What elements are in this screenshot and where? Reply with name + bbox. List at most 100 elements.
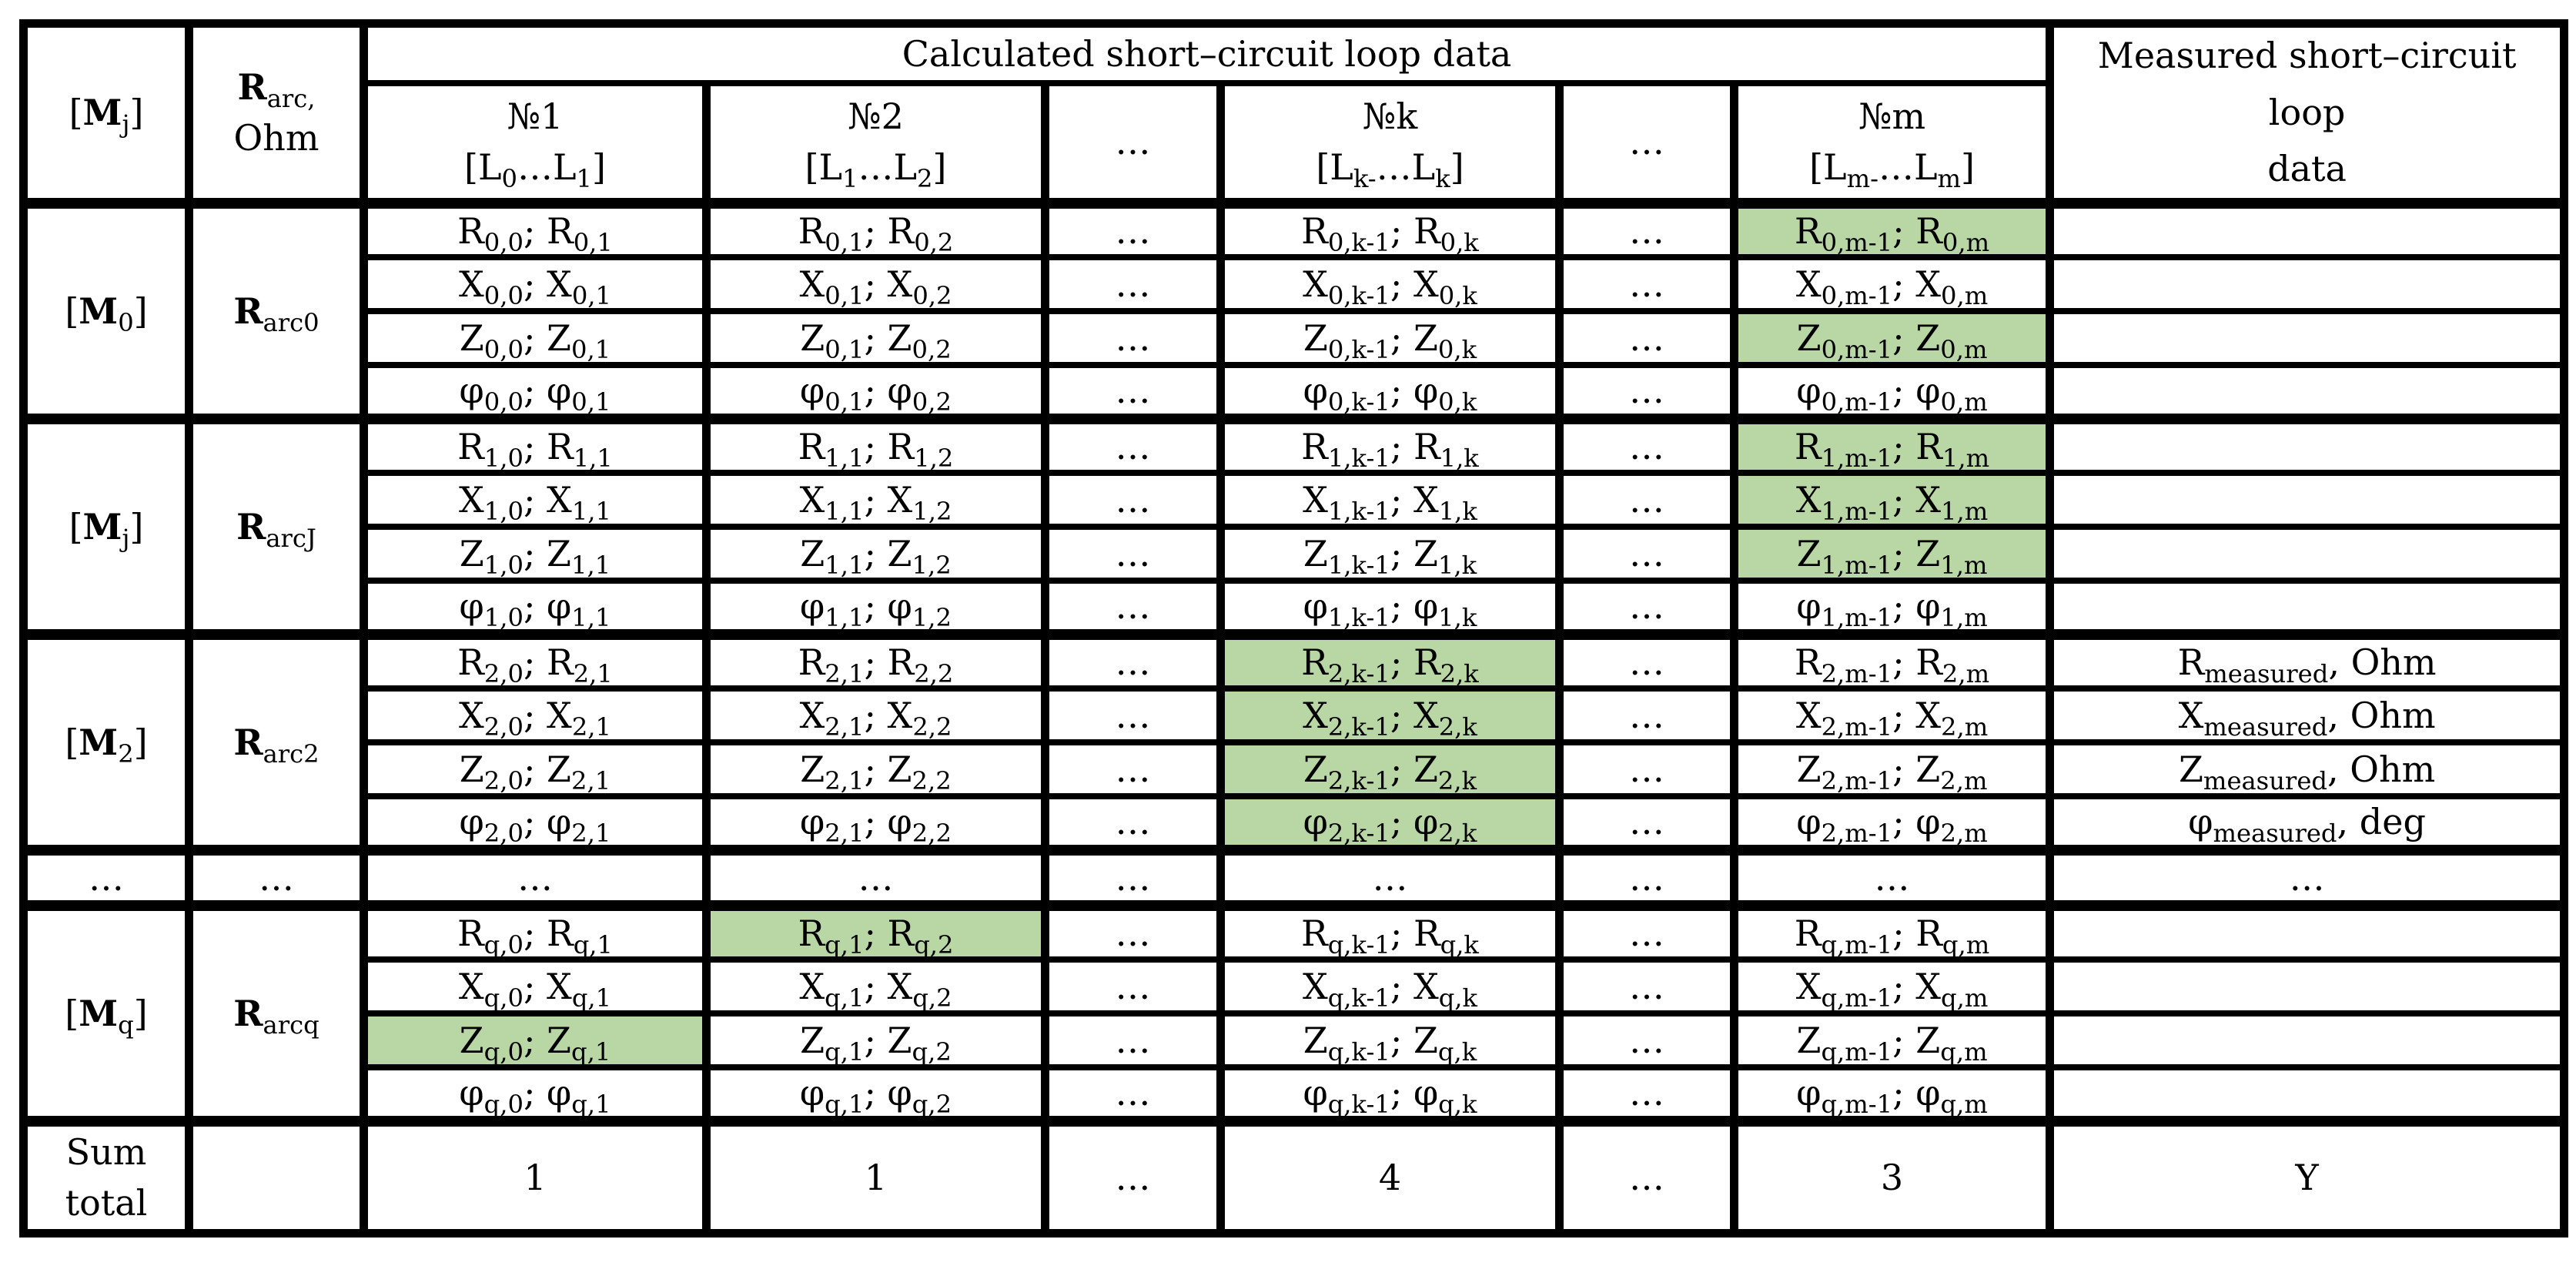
data-cell: φ0,1; φ0,2 bbox=[702, 361, 1049, 422]
sum-value: 1 bbox=[360, 1115, 711, 1237]
table-row: [Mj] RarcJ R1,0; R1,1 R1,1; R1,2 … R1,k-… bbox=[19, 413, 2569, 638]
data-cell: X0,1; X0,2 bbox=[702, 253, 1049, 314]
data-cell: R0,k-1; R0,k bbox=[1216, 197, 1564, 260]
data-cell: Xq,k-1; Xq,k bbox=[1216, 956, 1564, 1016]
table-row: [M2] Rarc2 R2,0; R2,1 R2,1; R2,2 … R2,k-… bbox=[19, 628, 2569, 853]
data-cell: R1,0; R1,1 bbox=[360, 413, 711, 476]
data-cell: φ0,k-1; φ0,k bbox=[1216, 361, 1564, 422]
data-cell: … bbox=[1041, 469, 1225, 530]
data-cell: … bbox=[1041, 413, 1225, 476]
data-cell: … bbox=[1555, 253, 1738, 314]
data-cell: φ0,m-1; φ0,m bbox=[1729, 361, 2055, 422]
data-cell: … bbox=[1555, 413, 1738, 476]
table-row: φ2,0; φ2,1 φ2,1; φ2,2 … φ2,k-1; φ2,k … φ… bbox=[24, 792, 2569, 853]
dots-cell: … bbox=[185, 844, 368, 909]
data-cell: R2,1; R2,2 bbox=[702, 628, 1049, 692]
data-cell: R1,k-1; R1,k bbox=[1216, 413, 1564, 476]
table-row: φq,0; φq,1 φq,1; φq,2 … φq,k-1; φq,k … φ… bbox=[24, 1063, 2569, 1124]
data-cell: φ0,0; φ0,1 bbox=[360, 361, 711, 422]
data-cell: φq,0; φq,1 bbox=[360, 1063, 711, 1124]
data-cell: … bbox=[1555, 361, 1738, 422]
data-cell: … bbox=[1041, 792, 1225, 853]
sum-value: 1 bbox=[702, 1115, 1049, 1237]
measured-cell bbox=[2046, 1063, 2569, 1124]
data-cell: Z2,1; Z2,2 bbox=[702, 738, 1049, 799]
data-cell: … bbox=[1555, 792, 1738, 853]
table-row: φ1,0; φ1,1 φ1,1; φ1,2 … φ1,k-1; φ1,k … φ… bbox=[24, 577, 2569, 638]
data-cell: φq,m-1; φq,m bbox=[1729, 1063, 2055, 1124]
calculated-data-header: Calculated short–circuit loop data bbox=[359, 20, 2055, 87]
dots-cell: … bbox=[19, 844, 193, 909]
data-cell: Rq,k-1; Rq,k bbox=[1216, 899, 1564, 963]
data-cell: Xq,m-1; Xq,m bbox=[1729, 956, 2055, 1016]
loop-header-k: №k [Lk-…Lk] bbox=[1216, 80, 1564, 209]
data-cell: … bbox=[1041, 956, 1225, 1016]
measured-cell bbox=[2046, 197, 2569, 260]
data-cell: X2,0; X2,1 bbox=[360, 685, 711, 745]
table-row: φ0,0; φ0,1 φ0,1; φ0,2 … φ0,k-1; φ0,k … φ… bbox=[24, 361, 2569, 422]
data-cell: Zq,m-1; Zq,m bbox=[1729, 1010, 2055, 1070]
data-cell: Z1,0; Z1,1 bbox=[360, 523, 711, 584]
data-cell: … bbox=[1041, 197, 1225, 260]
data-cell: R2,m-1; R2,m bbox=[1729, 628, 2055, 692]
data-cell: φ1,0; φ1,1 bbox=[360, 577, 711, 638]
data-cell: … bbox=[1041, 253, 1225, 314]
data-cell: Xq,1; Xq,2 bbox=[702, 956, 1049, 1016]
data-cell: … bbox=[1041, 361, 1225, 422]
loop-header-2: №2 [L1…L2] bbox=[702, 80, 1049, 209]
table-row: №1 [L0…L1] №2 [L1…L2] … №k [Lk-…Lk] … №m [Lm… bbox=[24, 80, 2564, 209]
data-cell: R0,0; R0,1 bbox=[360, 197, 711, 260]
data-cell: Zq,1; Zq,2 bbox=[702, 1010, 1049, 1070]
table-row: X2,0; X2,1 X2,1; X2,2 … X2,k-1; X2,k … X… bbox=[24, 685, 2569, 745]
measured-cell bbox=[2046, 469, 2569, 530]
corner-header-mj: [Mj] bbox=[19, 20, 193, 206]
measured-cell bbox=[2046, 361, 2569, 422]
sum-value: 4 bbox=[1216, 1115, 1564, 1237]
data-cell: … bbox=[1555, 523, 1738, 584]
data-cell: X1,1; X1,2 bbox=[702, 469, 1049, 530]
sum-value: 3 bbox=[1729, 1115, 2055, 1237]
table-row: [Mq] Rarcq Rq,0; Rq,1 Rq,1; Rq,2 … Rq,k-… bbox=[19, 899, 2569, 1124]
dots-cell: … bbox=[702, 844, 1049, 909]
sum-value: … bbox=[1041, 1115, 1225, 1237]
data-cell: Xq,0; Xq,1 bbox=[360, 956, 711, 1016]
table-row: Xq,0; Xq,1 Xq,1; Xq,2 … Xq,k-1; Xq,k … X… bbox=[24, 956, 2569, 1016]
data-cell: … bbox=[1041, 685, 1225, 745]
data-cell: Rq,1; Rq,2 bbox=[702, 899, 1049, 963]
data-cell: X0,m-1; X0,m bbox=[1729, 253, 2055, 314]
data-cell: … bbox=[1555, 685, 1738, 745]
data-cell: … bbox=[1555, 197, 1738, 260]
measured-data-header: Measured short–circuit loop data bbox=[2046, 20, 2569, 206]
measured-cell bbox=[2046, 307, 2569, 368]
dots-cell: … bbox=[1216, 844, 1564, 909]
dots-cell: … bbox=[2046, 844, 2569, 909]
dots-cell: … bbox=[360, 844, 711, 909]
data-cell: Z0,k-1; Z0,k bbox=[1216, 307, 1564, 368]
data-cell: R2,k-1; R2,k bbox=[1216, 628, 1564, 692]
group-label-m0: [M0] bbox=[19, 197, 193, 422]
measured-cell bbox=[2046, 413, 2569, 476]
table-row: X0,0; X0,1 X0,1; X0,2 … X0,k-1; X0,k … X… bbox=[24, 253, 2569, 314]
data-cell: X2,m-1; X2,m bbox=[1729, 685, 2055, 745]
group-label-m2: [M2] bbox=[19, 628, 193, 853]
data-cell: Zq,0; Zq,1 bbox=[360, 1010, 711, 1070]
loop-header-dots-a: … bbox=[1041, 80, 1225, 209]
dots-cell: … bbox=[1041, 844, 1225, 909]
table-row: Zq,0; Zq,1 Zq,1; Zq,2 … Zq,k-1; Zq,k … Z… bbox=[24, 1010, 2569, 1070]
data-cell: Z1,m-1; Z1,m bbox=[1729, 523, 2055, 584]
data-cell: φ2,1; φ2,2 bbox=[702, 792, 1049, 853]
data-cell: X0,k-1; X0,k bbox=[1216, 253, 1564, 314]
data-cell: … bbox=[1041, 1010, 1225, 1070]
data-cell: R2,0; R2,1 bbox=[360, 628, 711, 692]
measured-cell: Zmeasured, Ohm bbox=[2046, 738, 2569, 799]
data-cell: R1,1; R1,2 bbox=[702, 413, 1049, 476]
data-cell: Z2,0; Z2,1 bbox=[360, 738, 711, 799]
table-row: [M0] Rarc0 R0,0; R0,1 R0,1; R0,2 … R0,k-… bbox=[19, 197, 2569, 422]
data-cell: Z2,m-1; Z2,m bbox=[1729, 738, 2055, 799]
data-cell: φq,k-1; φq,k bbox=[1216, 1063, 1564, 1124]
data-cell: … bbox=[1041, 628, 1225, 692]
data-cell: X2,1; X2,2 bbox=[702, 685, 1049, 745]
data-cell: … bbox=[1555, 899, 1738, 963]
data-cell: X0,0; X0,1 bbox=[360, 253, 711, 314]
measured-cell: Rmeasured, Ohm bbox=[2046, 628, 2569, 692]
